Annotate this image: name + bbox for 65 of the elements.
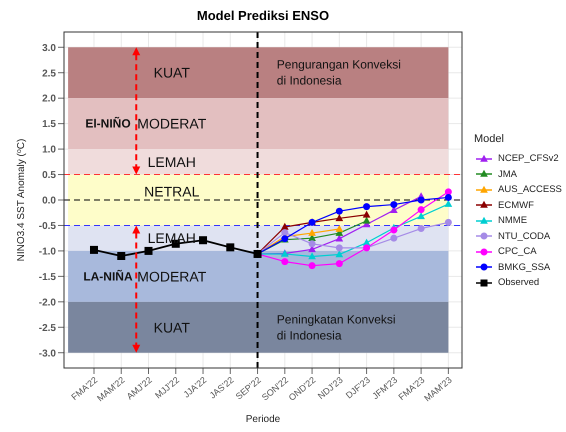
legend-label: ECMWF bbox=[498, 200, 534, 211]
annotation: LA-NIÑA bbox=[83, 269, 133, 284]
legend-label: NMME bbox=[498, 215, 528, 226]
x-axis-title: Periode bbox=[246, 414, 281, 425]
annotation: El-NIÑO bbox=[85, 116, 131, 131]
point bbox=[390, 226, 398, 234]
legend-label: NTU_CODA bbox=[498, 230, 550, 242]
y-tick-label: 3.0 bbox=[42, 42, 56, 54]
legend-label: CPC_CA bbox=[498, 246, 537, 258]
point bbox=[362, 216, 370, 224]
point bbox=[281, 229, 288, 236]
y-tick-label: -2.5 bbox=[38, 322, 56, 334]
annotation: LEMAH bbox=[148, 154, 196, 170]
legend-label: JMA bbox=[498, 168, 517, 180]
annotation: MODERAT bbox=[137, 268, 207, 284]
point bbox=[336, 208, 343, 215]
legend-title: Model bbox=[474, 133, 505, 145]
annotation: MODERAT bbox=[137, 116, 207, 132]
annotation: Pengurangan Konveksi di Indonesia bbox=[276, 58, 401, 88]
point bbox=[418, 225, 425, 232]
y-tick-label: 2.0 bbox=[42, 94, 56, 105]
y-tick-label: -3.0 bbox=[38, 348, 56, 360]
point bbox=[144, 246, 153, 255]
point bbox=[418, 196, 425, 204]
y-tick-label: 1.5 bbox=[42, 119, 56, 130]
point bbox=[226, 243, 234, 252]
y-tick-label: -2.0 bbox=[38, 297, 56, 308]
legend-label: NCEP_CFSv2 bbox=[498, 153, 559, 164]
point bbox=[90, 246, 98, 254]
y-tick-label: -0.5 bbox=[38, 221, 56, 232]
point bbox=[444, 200, 452, 207]
chart-title: Model Prediksi ENSO bbox=[196, 8, 330, 23]
point bbox=[117, 252, 126, 260]
y-tick-label: -1.5 bbox=[38, 272, 56, 283]
legend-label: Observed bbox=[498, 277, 540, 288]
y-tick-label: 2.5 bbox=[42, 68, 56, 80]
point bbox=[363, 203, 370, 210]
y-tick-label: 1.0 bbox=[42, 144, 56, 156]
point bbox=[335, 250, 344, 258]
y-tick-label: 0.5 bbox=[42, 170, 56, 182]
point bbox=[390, 234, 398, 242]
point bbox=[281, 258, 288, 266]
legend-label: AUS_ACCESS bbox=[498, 184, 562, 196]
y-tick-label: 0.0 bbox=[42, 196, 56, 207]
point bbox=[362, 210, 370, 218]
point bbox=[280, 222, 289, 230]
annotation: KUAT bbox=[154, 64, 190, 81]
point bbox=[390, 201, 398, 208]
annotation: NETRAL bbox=[144, 183, 200, 200]
y-tick-label: -1.0 bbox=[38, 246, 56, 258]
annotation: LEMAH bbox=[148, 230, 196, 246]
point bbox=[444, 194, 452, 201]
point bbox=[308, 252, 316, 260]
point bbox=[308, 240, 316, 248]
legend-label: BMKG_SSA bbox=[498, 262, 550, 273]
point bbox=[308, 262, 316, 270]
point bbox=[336, 260, 343, 268]
annotation: KUAT bbox=[154, 319, 190, 336]
point bbox=[336, 244, 343, 252]
point bbox=[418, 206, 425, 214]
annotation: Peningkatan Konveksi di Indonesia bbox=[276, 312, 396, 342]
point bbox=[199, 236, 208, 244]
point bbox=[417, 212, 425, 220]
point bbox=[444, 218, 452, 226]
point bbox=[335, 214, 344, 222]
